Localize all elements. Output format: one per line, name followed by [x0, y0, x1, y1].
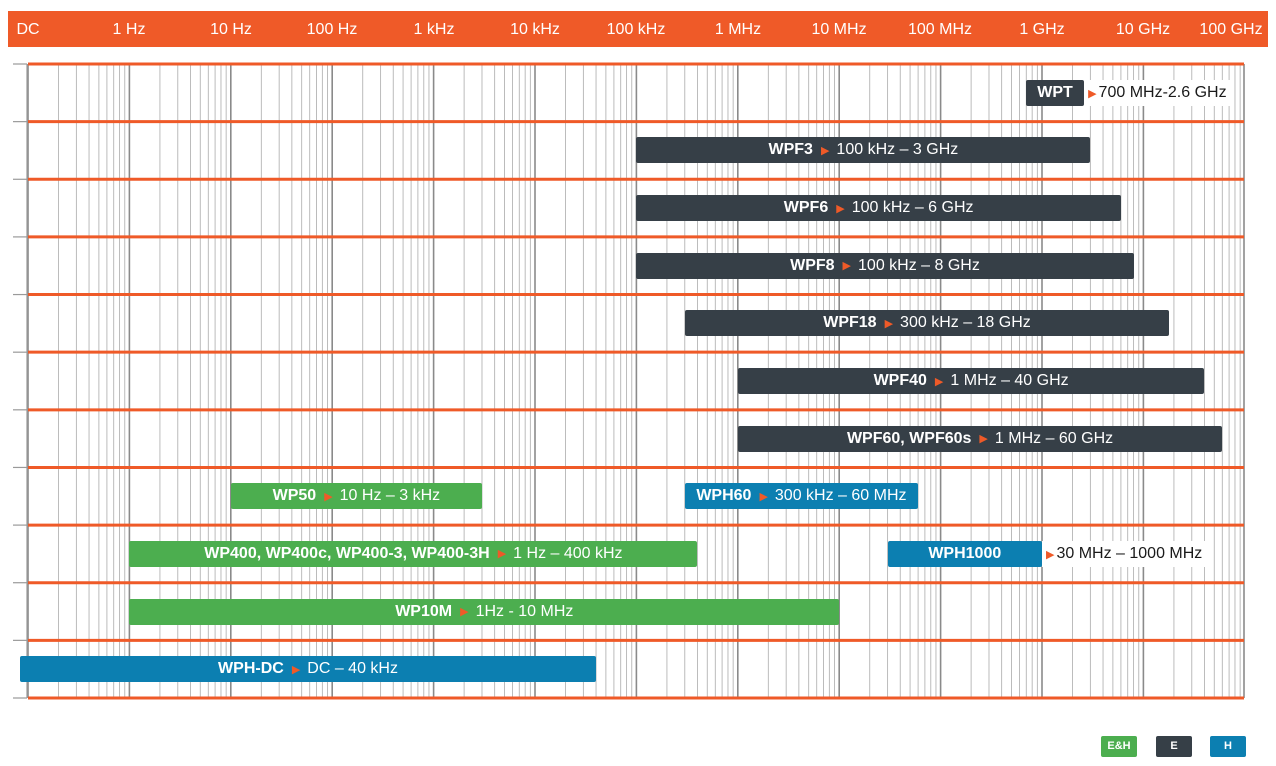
bar-name: WPF18 [823, 314, 877, 332]
tick-label-10-mhz: 10 MHz [811, 21, 867, 38]
bar-name: WPF6 [783, 199, 829, 217]
arrow-icon: ▶ [291, 663, 301, 676]
bar-wpf6: WPF6 ▶ 100 kHz – 6 GHz [636, 195, 1121, 222]
bar-range: 10 Hz – 3 kHz [339, 487, 441, 505]
bar-wp10m: WP10M ▶ 1Hz - 10 MHz [129, 598, 840, 625]
bar-range: 300 kHz – 18 GHz [900, 314, 1031, 332]
arrow-icon: ▶ [842, 260, 852, 273]
bar-name: WPH-DC [218, 660, 284, 678]
arrow-icon: ▶ [1088, 87, 1097, 100]
bar-range: 100 kHz – 3 GHz [836, 141, 959, 159]
tick-label-1-khz: 1 kHz [413, 21, 455, 38]
arrow-icon: ▶ [497, 548, 507, 561]
bar-name: WP400, WP400c, WP400-3, WP400-3H [204, 544, 490, 562]
tick-label-1-hz: 1 Hz [112, 21, 146, 38]
bar-range: 1 MHz – 60 GHz [994, 429, 1114, 447]
tick-label-1-ghz: 1 GHz [1019, 21, 1065, 38]
bar-wph60: WPH60 ▶ 300 kHz – 60 MHz [684, 483, 919, 510]
arrow-icon: ▶ [460, 606, 469, 619]
arrow-icon: ▶ [1046, 548, 1055, 561]
bar-name: WPF60, WPF60s [846, 429, 972, 447]
tick-label-10-hz: 10 Hz [210, 21, 252, 38]
legend-e: E [1156, 736, 1192, 757]
bar-range: 100 kHz – 6 GHz [851, 199, 974, 217]
bar-range: 30 MHz – 1000 MHz [1056, 544, 1203, 562]
bar-range: 1 Hz – 400 kHz [513, 544, 623, 562]
bar-name: WPH1000 [928, 544, 1002, 562]
bar-range: 1Hz - 10 MHz [475, 602, 574, 620]
arrow-icon: ▶ [934, 375, 944, 388]
arrow-icon: ▶ [836, 202, 845, 215]
bar-range: DC – 40 kHz [307, 660, 398, 678]
tick-label-dc: DC [16, 21, 40, 38]
arrow-icon: ▶ [884, 317, 894, 330]
arrow-icon: ▶ [820, 144, 830, 157]
tick-label-100-ghz: 100 GHz [1199, 21, 1263, 38]
bar-range: 700 MHz-2.6 GHz [1098, 83, 1227, 101]
bar-wpf3: WPF3 ▶ 100 kHz – 3 GHz [636, 137, 1091, 164]
bar-wpf18: WPF18 ▶ 300 kHz – 18 GHz [684, 310, 1170, 337]
tick-label-100-mhz: 100 MHz [907, 21, 973, 38]
tick-label-100-hz: 100 Hz [306, 21, 358, 38]
tick-label-10-ghz: 10 GHz [1115, 21, 1171, 38]
arrow-icon: ▶ [324, 490, 333, 503]
bar-name: WPT [1037, 83, 1073, 101]
tick-label-100-khz: 100 kHz [606, 21, 666, 38]
bar-wp50: WP50 ▶ 10 Hz – 3 kHz [230, 483, 482, 510]
bar-name: WP50 [272, 487, 317, 505]
bar-wpf40: WPF40 ▶ 1 MHz – 40 GHz [737, 368, 1205, 394]
tick-label-10-khz: 10 kHz [510, 21, 560, 38]
bar-range: 300 kHz – 60 MHz [774, 487, 907, 505]
bar-wpf60-wpf60s: WPF60, WPF60s ▶ 1 MHz – 60 GHz [737, 425, 1223, 452]
bar-wph1000: WPH1000 [887, 540, 1042, 567]
bar-range: 100 kHz – 8 GHz [858, 256, 980, 274]
frequency-axis-bar: DC 1 Hz 10 Hz 100 Hz 1 kHz 10 kHz 100 kHz 1 MHz… [8, 11, 1268, 47]
tick-label-1-mhz: 1 MHz [714, 21, 762, 38]
bar-name: WPF40 [873, 372, 927, 389]
arrow-icon: ▶ [979, 433, 988, 446]
legend-h: H [1210, 736, 1246, 757]
bar-range: 1 MHz – 40 GHz [950, 372, 1069, 389]
bar-wpt: WPT [1026, 79, 1085, 106]
bar-range-outside: ▶ 30 MHz – 1000 MHz [1042, 540, 1209, 567]
bar-wp400-wp400c-wp400-3-wp400-3h: WP400, WP400c, WP400-3, WP400-3H ▶ 1 Hz – … [129, 540, 698, 567]
bar-name: WP10M [395, 602, 453, 620]
bar-wpf8: WPF8 ▶ 100 kHz – 8 GHz [636, 252, 1134, 279]
bar-name: WPF3 [768, 141, 813, 159]
bar-name: WPF8 [790, 256, 835, 274]
bar-range-outside: ▶ 700 MHz-2.6 GHz [1084, 79, 1233, 106]
bar-name: WPH60 [696, 487, 752, 505]
bar-wph-dc: WPH-DC ▶ DC – 40 kHz [20, 656, 597, 683]
legend-e-and-h: E&H [1101, 736, 1137, 757]
arrow-icon: ▶ [759, 490, 768, 503]
